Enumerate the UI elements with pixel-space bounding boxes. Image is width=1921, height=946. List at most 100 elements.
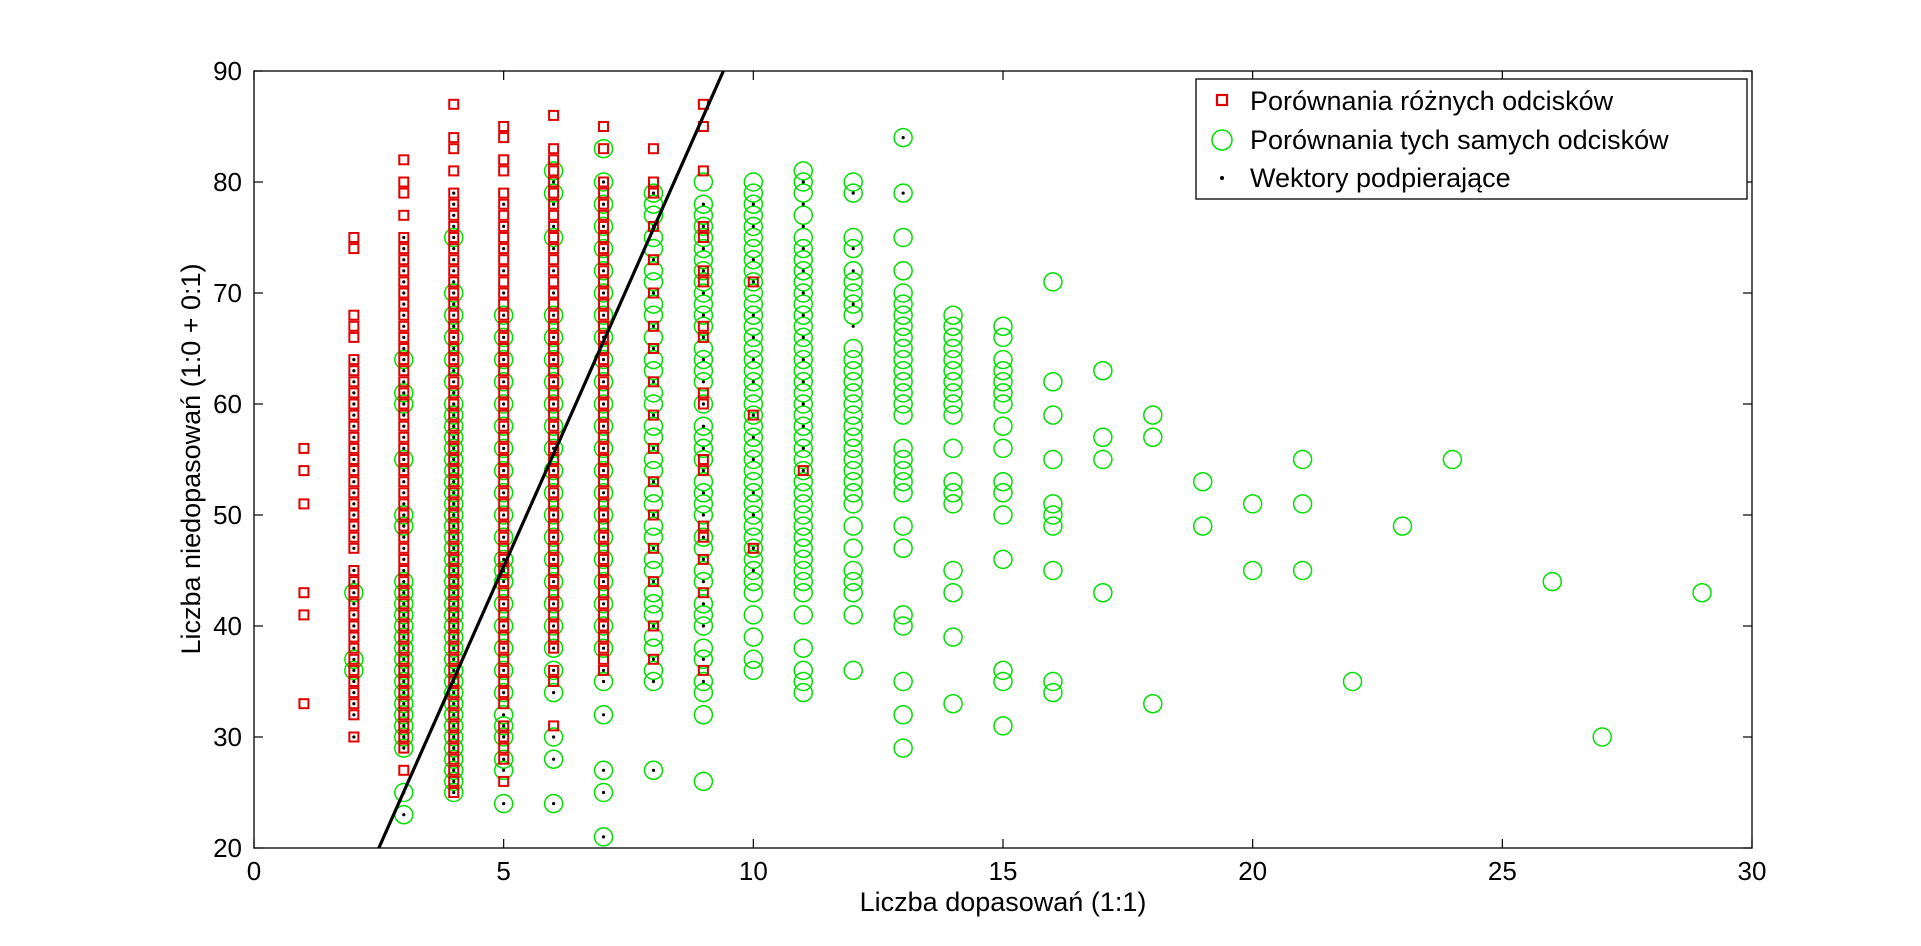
data-point-circle: [743, 194, 764, 214]
data-point-circle: [394, 716, 414, 736]
legend-label-different: Porównania różnych odcisków: [1250, 86, 1614, 116]
data-point-square: [498, 254, 510, 266]
data-point-circle: [593, 549, 614, 570]
data-point-square: [598, 420, 610, 432]
data-point-dot: [751, 413, 755, 417]
data-point-dot: [552, 668, 556, 673]
data-point-dot: [402, 513, 406, 517]
data-point-square: [647, 620, 659, 632]
data-point-dot: [452, 713, 456, 717]
data-point-dot: [352, 369, 356, 373]
data-point-circle: [793, 327, 814, 348]
data-point-circle: [493, 416, 514, 436]
data-point-square: [398, 365, 410, 377]
data-point-circle: [693, 194, 714, 214]
data-point-circle: [793, 460, 814, 481]
data-point-dot: [502, 402, 506, 406]
data-point-square: [548, 187, 560, 199]
data-point-square: [298, 465, 310, 477]
data-point-square: [398, 442, 410, 454]
data-point-dot: [452, 735, 456, 739]
data-point-dot: [352, 524, 356, 528]
data-point-dot: [402, 535, 406, 539]
data-point-circle: [993, 716, 1013, 736]
data-point-dot: [651, 513, 656, 517]
data-point-circle: [394, 638, 414, 658]
data-point-circle: [394, 394, 414, 414]
data-point-circle: [693, 505, 714, 525]
data-point-circle: [394, 649, 414, 670]
x-tick-label: 25: [1488, 856, 1517, 886]
data-point-circle: [643, 549, 664, 570]
data-point-dot: [851, 247, 855, 251]
data-point-circle: [693, 638, 714, 658]
data-point-dot: [352, 491, 356, 495]
data-point-circle: [443, 372, 464, 392]
data-point-dot: [452, 635, 456, 639]
data-point-dot: [502, 358, 506, 362]
data-point-dot: [751, 258, 755, 262]
separating-line: [377, 70, 725, 849]
data-point-square: [398, 587, 410, 599]
data-point-dot: [701, 291, 706, 295]
data-point-circle: [593, 216, 614, 237]
data-point-circle: [593, 327, 614, 348]
data-point-square: [448, 376, 460, 388]
data-point-circle: [893, 227, 913, 248]
data-point-square: [598, 664, 610, 676]
data-point-square: [298, 442, 310, 454]
data-point-dot: [701, 535, 706, 539]
data-point-dot: [452, 668, 456, 673]
data-point-square: [548, 331, 560, 343]
data-point-dot: [502, 557, 506, 562]
data-point-circle: [793, 660, 814, 681]
data-point-dot: [552, 557, 556, 562]
data-point-dot: [402, 413, 406, 417]
data-point-circle: [543, 638, 564, 658]
data-point-square: [348, 520, 360, 532]
data-point-square: [598, 320, 610, 332]
data-point-dot: [452, 224, 456, 228]
data-point-circle: [394, 682, 414, 703]
data-point-circle: [443, 671, 464, 692]
data-point-dot: [352, 591, 356, 595]
data-point-square: [448, 498, 460, 510]
data-point-circle: [394, 383, 414, 403]
data-point-circle: [543, 749, 564, 769]
data-point-square: [598, 542, 610, 554]
data-point-square: [448, 587, 460, 599]
data-point-dot: [452, 491, 456, 495]
data-point-circle: [843, 360, 863, 381]
data-point-dot: [801, 358, 805, 362]
data-point-circle: [593, 616, 614, 636]
data-point-dot: [402, 380, 406, 384]
data-point-dot: [452, 502, 456, 506]
data-point-square: [548, 387, 560, 399]
data-point-square: [498, 664, 510, 676]
data-point-square: [398, 243, 410, 255]
data-point-dot: [701, 335, 706, 339]
data-point-square: [448, 331, 460, 343]
data-point-square: [348, 587, 360, 599]
data-point-circle: [693, 416, 714, 436]
data-point-dot: [402, 613, 406, 617]
data-point-square: [598, 265, 610, 277]
data-point-square: [398, 687, 410, 699]
data-point-circle: [693, 705, 714, 725]
data-point-square: [448, 709, 460, 721]
data-point-square: [498, 720, 510, 732]
data-point-square: [598, 354, 610, 366]
data-point-dot: [751, 546, 755, 550]
data-point-dot: [751, 335, 755, 339]
data-point-circle: [843, 394, 863, 414]
data-point-circle: [793, 372, 814, 392]
data-point-square: [548, 598, 560, 610]
data-point-circle: [693, 560, 714, 581]
data-point-square: [498, 609, 510, 621]
data-point-dot: [352, 646, 356, 650]
data-point-dot: [452, 469, 456, 473]
data-point-circle: [693, 249, 714, 270]
data-point-square: [598, 121, 610, 132]
data-point-circle: [793, 471, 814, 492]
data-point-dot: [601, 291, 606, 295]
